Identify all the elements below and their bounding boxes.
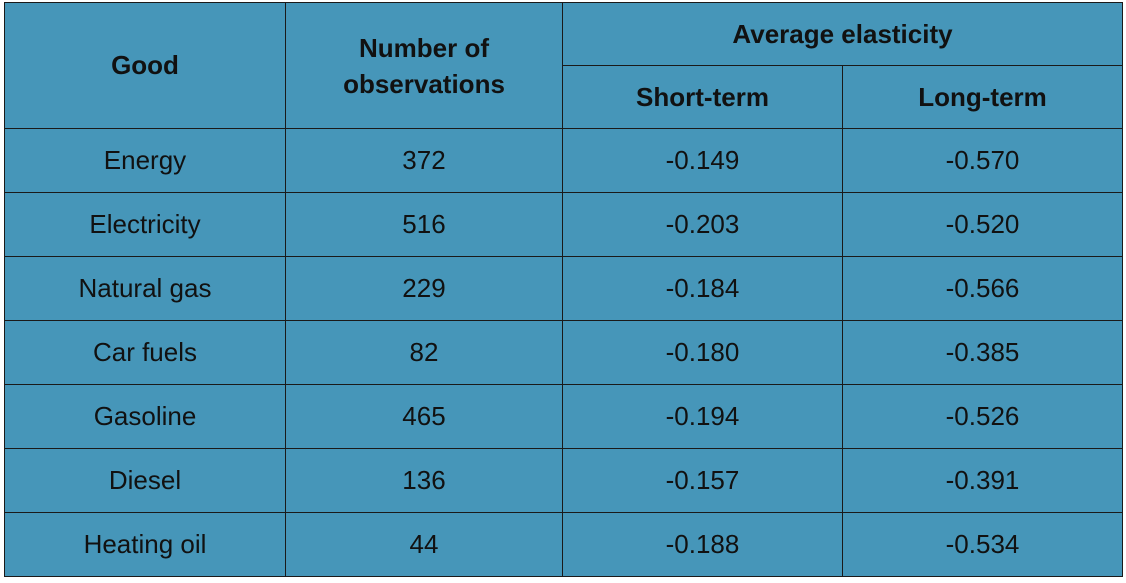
table-cell: -0.520 xyxy=(841,192,1124,257)
header-row: Short-term Long-term xyxy=(5,65,1124,129)
table-cell: 465 xyxy=(285,384,563,449)
table-row: Electricity 516 -0.203 -0.520 xyxy=(4,192,1124,257)
table-cell: Heating oil xyxy=(4,512,286,577)
header-cell: Average elasticity xyxy=(561,2,1124,66)
table-body: Energy 372 -0.149 -0.570 Electricity 516 -0.20… xyxy=(4,128,1124,577)
elasticity-table: Good Number of observations Average elas… xyxy=(4,2,1124,577)
table-cell: -0.188 xyxy=(562,512,843,577)
table-row: Diesel 136 -0.157 -0.391 xyxy=(4,448,1124,513)
table-cell: -0.391 xyxy=(841,448,1124,513)
table-cell: -0.534 xyxy=(841,512,1124,577)
header-cell: Short-term xyxy=(562,65,843,129)
table-cell: -0.149 xyxy=(562,128,843,193)
header-cell: Good xyxy=(4,2,286,129)
table-cell: Natural gas xyxy=(4,256,286,321)
table-cell: 372 xyxy=(285,128,563,193)
table-cell: 82 xyxy=(285,320,563,385)
table-cell: -0.570 xyxy=(841,128,1124,193)
table-cell: -0.157 xyxy=(562,448,843,513)
header-text: Number of observations xyxy=(343,32,505,99)
table-row: Heating oil 44 -0.188 -0.534 xyxy=(4,512,1124,577)
table-row: Gasoline 465 -0.194 -0.526 xyxy=(4,384,1124,449)
header-row: Good Number of observations Average elas… xyxy=(4,2,1124,129)
table-cell: 229 xyxy=(285,256,563,321)
table-cell: -0.566 xyxy=(841,256,1124,321)
table-cell: 44 xyxy=(285,512,563,577)
table-cell: -0.526 xyxy=(841,384,1124,449)
table-cell: -0.385 xyxy=(841,320,1124,385)
header-cell: Number of observations xyxy=(285,2,563,129)
table-cell: Energy xyxy=(4,128,286,193)
table-cell: Electricity xyxy=(4,192,286,257)
table-cell: Gasoline xyxy=(4,384,286,449)
table-cell: 136 xyxy=(285,448,563,513)
table-row: Natural gas 229 -0.184 -0.566 xyxy=(4,256,1124,321)
table-cell: Car fuels xyxy=(4,320,286,385)
header-cell: Long-term xyxy=(841,65,1124,129)
table-cell: -0.194 xyxy=(562,384,843,449)
table-cell: -0.184 xyxy=(562,256,843,321)
table-cell: 516 xyxy=(285,192,563,257)
table-row: Energy 372 -0.149 -0.570 xyxy=(4,128,1124,193)
table-cell: Diesel xyxy=(4,448,286,513)
table-cell: -0.203 xyxy=(562,192,843,257)
table-row: Car fuels 82 -0.180 -0.385 xyxy=(4,320,1124,385)
table-cell: -0.180 xyxy=(562,320,843,385)
